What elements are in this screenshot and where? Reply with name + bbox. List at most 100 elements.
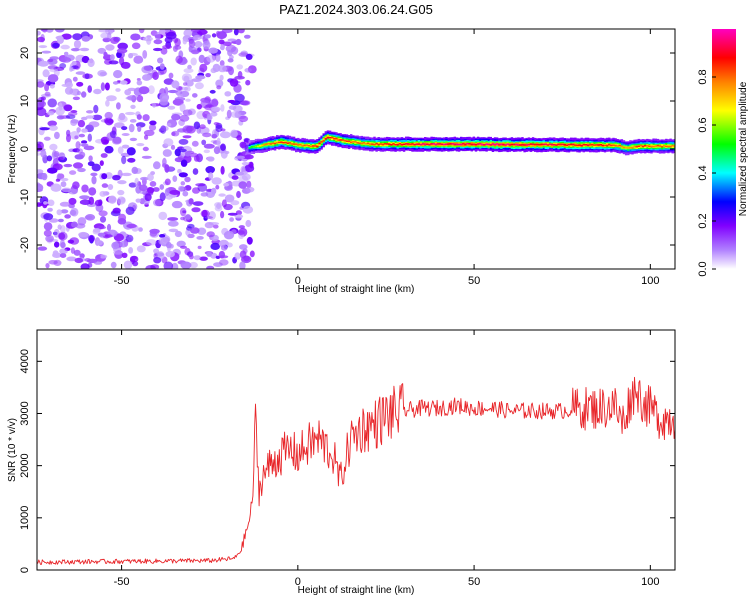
x-tick-label: 0	[295, 275, 301, 287]
spectrogram-ridge-cell	[379, 143, 382, 145]
spectrogram-noise-cell	[182, 38, 187, 45]
spectrogram-ridge-cell	[620, 145, 624, 148]
spectrogram-noise-cell	[112, 207, 121, 214]
spectrogram-noise-cell	[69, 170, 77, 175]
spectrogram-noise-cell	[172, 175, 178, 182]
spectrogram-noise-cell	[159, 192, 166, 202]
spectrogram-noise-cell	[180, 181, 186, 186]
spectrogram-noise-cell	[219, 60, 225, 67]
spectrogram-ridge-cell	[639, 144, 643, 147]
spectrogram-ridge-cell	[601, 144, 605, 147]
spectrogram-ridge-cell	[320, 141, 323, 143]
spectrogram-noise-cell	[81, 184, 89, 193]
spectrogram-noise-cell	[64, 214, 71, 219]
spectrogram-noise-cell	[219, 259, 229, 266]
spectrogram-noise-cell	[99, 216, 107, 223]
spectrogram-noise-cell	[63, 104, 73, 112]
spectrogram-ridge-cell	[388, 143, 391, 145]
spectrogram-ridge-cell	[341, 139, 344, 141]
spectrogram-noise-cell	[210, 242, 220, 250]
spectrogram-noise-cell	[187, 223, 195, 229]
spectrogram-ridge-cell	[335, 137, 338, 140]
spectrogram-x-ticks: -50 0 50 100	[114, 29, 660, 287]
spectrogram-noise-cell	[129, 255, 139, 263]
spectrogram-noise-cell	[190, 227, 200, 234]
spectrogram-ridge-cell	[567, 143, 571, 146]
spectrogram-noise-cell	[203, 149, 210, 154]
spectrogram-noise-cell	[162, 149, 172, 157]
spectrogram-noise-cell	[213, 224, 219, 229]
spectrogram-noise-cell	[185, 214, 191, 220]
spectrogram-noise-cell	[130, 104, 136, 109]
spectrogram-ridge-cell	[479, 143, 482, 147]
spectrogram-ridge-cell	[419, 143, 423, 146]
spectrogram-ridge-cell	[574, 144, 577, 146]
spectrogram-noise-cell	[112, 175, 121, 181]
spectrogram-ridge-cell	[584, 144, 588, 146]
spectrogram-ridge-cell	[424, 143, 427, 146]
spectrogram-ridge-cell	[354, 141, 357, 143]
x-tick-label: -50	[114, 275, 130, 287]
spectrogram-noise-cell	[234, 93, 245, 103]
spectrogram-noise-cell	[76, 127, 81, 133]
spectrogram-noise-cell	[174, 96, 186, 102]
spectrogram-noise-cell	[206, 265, 215, 269]
spectrogram-noise-cell	[200, 192, 209, 197]
spectrogram-noise-cell	[37, 107, 47, 117]
spectrogram-noise-cell	[174, 157, 184, 163]
spectrogram-noise-cell	[81, 140, 88, 144]
spectrogram-noise-cell	[40, 149, 47, 158]
spectrogram-noise-cell	[147, 173, 154, 181]
spectrogram-noise-cell	[158, 211, 168, 221]
spectrogram-noise-cell	[245, 79, 251, 86]
spectrogram-ridge-cell	[673, 145, 675, 148]
spectrogram-noise-cell	[209, 112, 218, 117]
spectrogram-noise-cell	[121, 126, 128, 131]
spectrogram-y-axis-label: Frequency (Hz)	[7, 115, 18, 184]
spectrogram-noise-cell	[199, 124, 206, 130]
spectrogram-noise-cell	[182, 135, 192, 139]
spectrogram-noise-cell	[194, 41, 203, 48]
spectrogram-noise-cell	[206, 231, 215, 238]
spectrogram-noise-cell	[220, 165, 225, 175]
spectrogram-noise-cell	[184, 176, 191, 183]
spectrogram-noise-cell	[202, 40, 211, 50]
spectrogram-noise-cell	[215, 255, 221, 259]
colorbar-tick-label: 0.8	[697, 69, 709, 84]
colorbar-tick-label: 0.4	[697, 165, 709, 180]
spectrogram-noise-cell	[191, 207, 201, 213]
spectrogram-noise-cell	[70, 119, 79, 124]
spectrogram-noise-cell	[136, 143, 145, 147]
spectrogram-noise-cell	[175, 55, 183, 64]
spectrogram-noise-cell	[41, 50, 52, 54]
spectrogram-ridge-cell	[493, 143, 497, 146]
spectrogram-noise-cell	[219, 74, 224, 81]
spectrogram-noise-cell	[183, 75, 190, 83]
spectrogram-ridge-cell	[614, 144, 617, 147]
spectrogram-ridge-cell	[267, 142, 270, 145]
spectrogram-noise-cell	[124, 89, 132, 96]
spectrogram-ridge-cell	[534, 143, 537, 146]
spectrogram-noise-cell	[60, 57, 72, 63]
spectrogram-noise-cell	[237, 29, 245, 34]
spectrogram-noise-cell	[117, 180, 127, 185]
spectrogram-noise-cell	[226, 109, 232, 119]
spectrogram-ridge-cell	[519, 142, 522, 146]
spectrogram-ridge-cell	[305, 144, 308, 146]
spectrogram-ridge-cell	[301, 145, 304, 147]
spectrogram-ridge-cell	[472, 143, 476, 146]
spectrogram-ridge-cell	[665, 145, 668, 148]
spectrogram-ridge-cell	[660, 145, 664, 148]
spectrogram-noise-cell	[166, 122, 172, 127]
spectrogram-noise-cell	[87, 58, 95, 68]
spectrogram-noise-cell	[233, 29, 239, 36]
spectrogram-noise-cell	[167, 220, 179, 227]
spectrogram-noise-cell	[122, 144, 130, 149]
spectrogram-noise-cell	[184, 86, 191, 92]
spectrogram-noise-cell	[163, 261, 174, 269]
spectrogram-noise-cell	[206, 113, 212, 120]
spectrogram-noise-cell	[142, 74, 152, 81]
spectrogram-noise-cell	[198, 54, 205, 64]
spectrogram-ridge-cell	[278, 141, 281, 144]
spectrogram-noise-cell	[45, 263, 50, 269]
